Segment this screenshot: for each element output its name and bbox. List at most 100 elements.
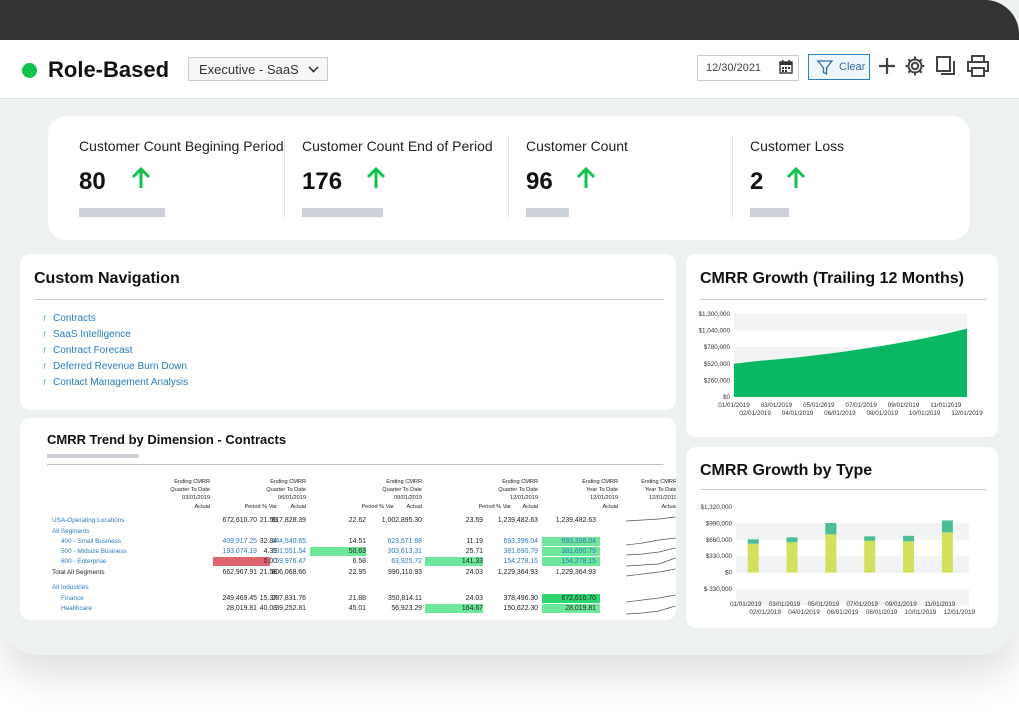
area-series[interactable] <box>734 328 967 397</box>
cmrr-trend-panel: CMRR Trend by Dimension - Contracts Endi… <box>20 418 676 620</box>
chevron-down-icon <box>308 62 319 73</box>
table-cell: 21.59 <box>259 517 277 524</box>
add-icon[interactable] <box>877 55 897 77</box>
print-icon[interactable] <box>966 55 990 77</box>
sheet-select[interactable]: Executive - SaaS <box>188 57 328 81</box>
column-header: 06/01/2019 <box>278 495 306 501</box>
bar-segment[interactable] <box>825 522 837 535</box>
table-cell: 350,814.11 <box>388 595 422 602</box>
custom-navigation-panel: Custom Navigation ↑ Contracts ↑ SaaS Intel… <box>20 254 676 410</box>
date-input[interactable]: 12/30/2021 <box>697 55 799 81</box>
nav-link-label: Contract Forecast <box>53 345 133 356</box>
table-row[interactable] <box>47 584 663 594</box>
table-cell: 193,074.19 <box>222 548 258 555</box>
table-cell: 303,613.31 <box>387 548 423 555</box>
title-divider <box>700 489 987 490</box>
sparkline <box>626 605 676 615</box>
bar-segment[interactable] <box>786 542 798 573</box>
table-cell: 544,540.65 <box>271 538 307 545</box>
table-cell: 623,571.88 <box>387 538 423 545</box>
arrow-up-icon <box>576 166 596 188</box>
bar-segment[interactable] <box>825 534 837 573</box>
bar-segment[interactable] <box>941 532 953 573</box>
nav-link-label: SaaS Intelligence <box>53 329 131 340</box>
status-dot <box>22 63 37 78</box>
gear-icon[interactable] <box>904 55 926 77</box>
bar-segment[interactable] <box>864 536 876 541</box>
cmrr-growth-area-chart[interactable]: $1,300,000 $1,040,000 $780,000 $520,000 $260… <box>686 304 998 437</box>
x-tick-label: 12/01/2019 <box>944 609 976 616</box>
bar-segment[interactable] <box>941 520 953 533</box>
title-underline <box>47 454 139 458</box>
nav-link-label: Contact Management Analysis <box>53 377 189 388</box>
x-tick-label: 08/01/2019 <box>866 609 898 616</box>
cmrr-trend-title: CMRR Trend by Dimension - Contracts <box>47 432 287 447</box>
x-tick-label: 02/01/2019 <box>749 609 781 616</box>
y-tick-label: $1,300,000 <box>698 311 730 318</box>
arrow-up-icon: ↑ <box>42 313 47 324</box>
x-tick-label: 10/01/2019 <box>909 410 941 417</box>
table-cell: 50.63 <box>348 548 366 555</box>
row-label: Total All Segments <box>52 569 105 576</box>
bar-segment[interactable] <box>903 541 915 573</box>
bar-segment[interactable] <box>747 543 759 573</box>
table-cell: 6.58 <box>352 558 366 565</box>
x-tick-label: 09/01/2019 <box>888 402 920 409</box>
column-header: Actual <box>602 504 618 510</box>
clear-selections-button[interactable]: Clear <box>808 54 870 80</box>
row-label: All Industries <box>52 584 89 591</box>
calendar-icon[interactable] <box>779 60 793 74</box>
bar-segment[interactable] <box>747 539 759 544</box>
kpi-bar <box>302 208 383 217</box>
table-cell: 40.08 <box>259 605 277 612</box>
row-label: Finance <box>61 595 84 602</box>
title-divider <box>34 299 664 300</box>
table-cell: 287,831.76 <box>271 595 307 602</box>
copy-icon[interactable] <box>935 55 957 77</box>
x-tick-label: 11/01/2019 <box>930 402 962 409</box>
table-cell: 378,496.30 <box>503 595 539 602</box>
kpi-label: Customer Loss <box>750 138 845 154</box>
column-header: Ending CMRR <box>270 479 306 485</box>
table-cell: 0.00 <box>263 558 277 565</box>
column-header: 12/01/2019 <box>510 495 538 501</box>
table-cell: 249,469.45 <box>222 595 258 602</box>
table-cell: 164.67 <box>461 605 483 612</box>
kpi-value: 2 <box>750 168 764 195</box>
table-cell: 39,252.81 <box>275 605 306 612</box>
column-header: Ending CMRR <box>582 479 618 485</box>
nav-link-saas-intelligence[interactable]: ↑ SaaS Intelligence <box>42 329 131 340</box>
table-cell: 1,002,895.30 <box>381 517 422 524</box>
nav-link-deferred-revenue[interactable]: ↑ Deferred Revenue Burn Down <box>42 361 187 372</box>
nav-link-contracts[interactable]: ↑ Contracts <box>42 313 96 324</box>
x-tick-label: 01/01/2019 <box>730 601 762 608</box>
table-cell: 24.03 <box>465 569 483 576</box>
x-tick-label: 09/01/2019 <box>885 601 917 608</box>
column-header: Actual <box>406 504 422 510</box>
row-label: 600 - Enterprise <box>61 558 107 565</box>
table-cell: 63,925.72 <box>391 558 422 565</box>
x-tick-label: 07/01/2019 <box>846 601 878 608</box>
x-tick-label: 02/01/2019 <box>739 410 771 417</box>
nav-link-contract-forecast[interactable]: ↑ Contract Forecast <box>42 345 132 356</box>
cmrr-trend-table: Ending CMRR Quarter To Date 03/01/2019 Actu… <box>20 418 676 620</box>
x-tick-label: 05/01/2019 <box>803 402 835 409</box>
kpi-divider <box>732 136 733 218</box>
bar-segment[interactable] <box>864 540 876 573</box>
x-tick-label: 06/01/2019 <box>824 410 856 417</box>
arrow-up-icon: ↑ <box>42 361 47 372</box>
arrow-up-icon <box>786 166 806 188</box>
cmrr-type-bar-chart[interactable]: $1,320,000 $990,000 $660,000 $330,000 $0 $-33… <box>686 493 998 628</box>
column-header: Ending CMRR <box>502 479 538 485</box>
kpi-bar <box>750 208 789 217</box>
bar-segment[interactable] <box>903 535 915 542</box>
x-tick-label: 01/01/2019 <box>718 402 750 409</box>
column-header: 09/01/2019 <box>394 495 422 501</box>
row-label: Healthcare <box>61 605 92 612</box>
grid-band <box>736 523 969 540</box>
table-cell: 14.51 <box>348 538 366 545</box>
table-cell: 59,976.47 <box>275 558 306 565</box>
bar-segment[interactable] <box>786 537 798 543</box>
title-divider <box>700 299 987 300</box>
nav-link-contact-management[interactable]: ↑ Contact Management Analysis <box>42 377 188 388</box>
